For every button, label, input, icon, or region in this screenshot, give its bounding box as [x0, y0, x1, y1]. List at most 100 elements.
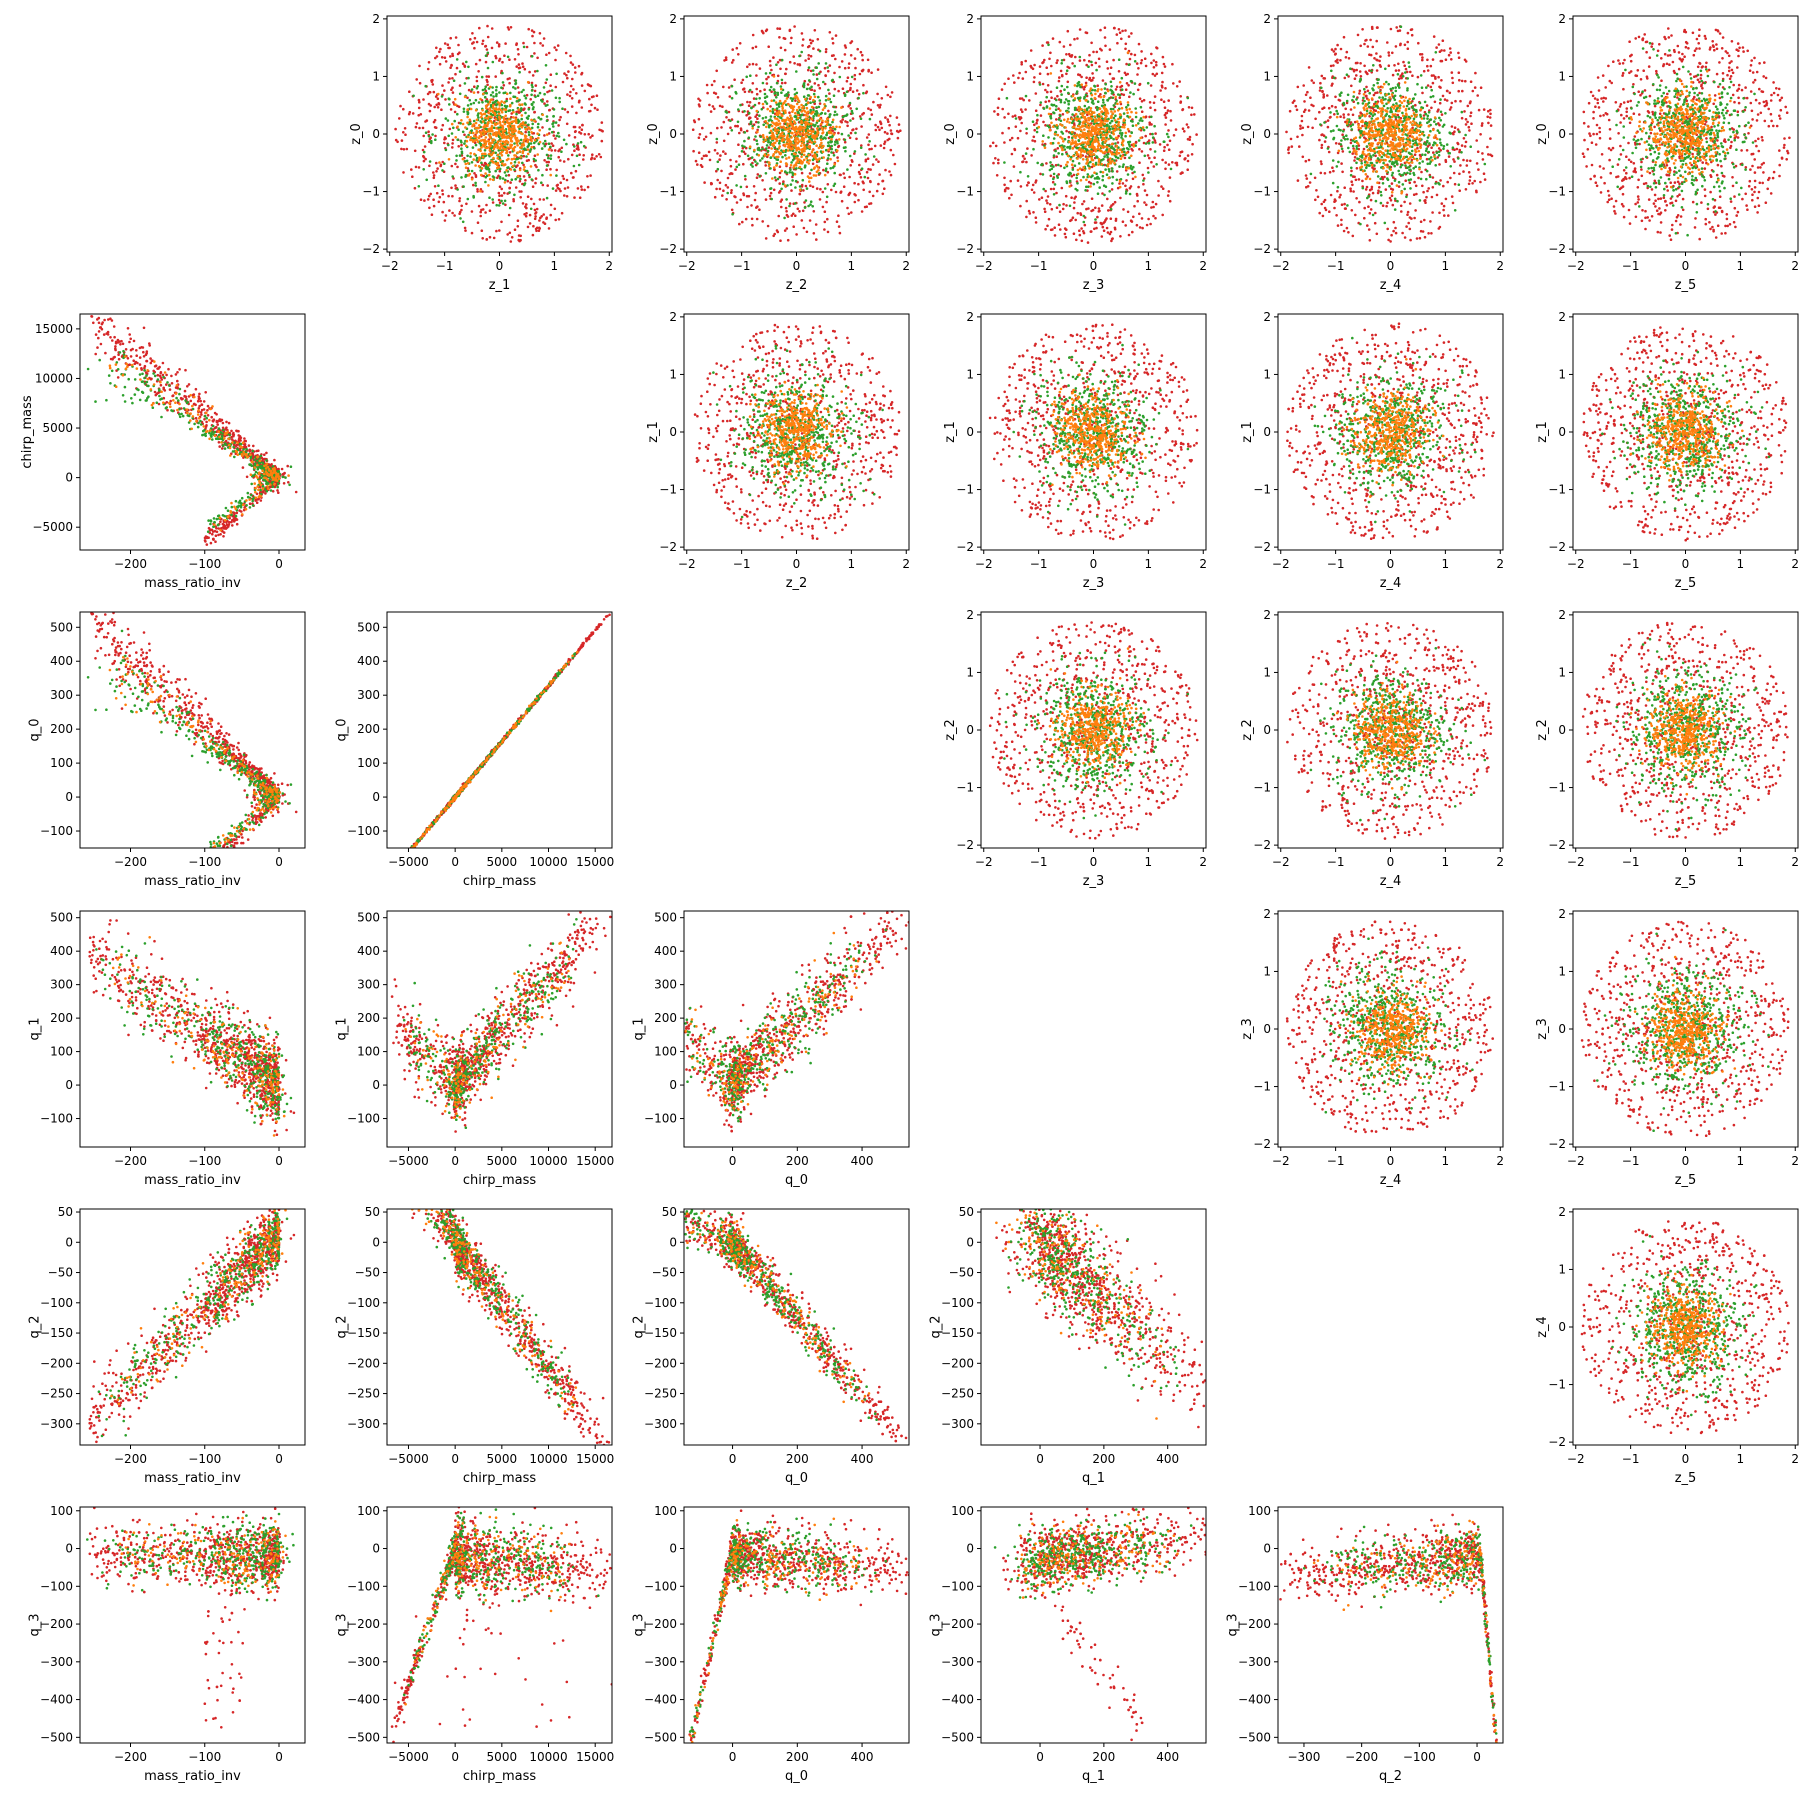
data-point-red	[503, 54, 506, 57]
data-point-red	[521, 62, 524, 65]
data-point-orange	[501, 124, 504, 128]
data-point-red	[454, 162, 457, 166]
data-point-orange	[485, 106, 488, 110]
data-point-red	[1142, 141, 1146, 145]
data-point-orange	[481, 152, 484, 156]
data-point-red	[600, 121, 604, 124]
data-point-green	[726, 191, 729, 195]
data-point-green	[555, 134, 559, 138]
data-point-red	[417, 106, 421, 110]
data-point-green	[765, 147, 768, 150]
data-point-red	[697, 97, 700, 101]
data-point-green	[508, 206, 512, 210]
data-point-green	[1055, 98, 1058, 102]
data-point-red	[1038, 72, 1042, 75]
data-point-green	[494, 169, 498, 173]
data-point-green	[501, 177, 505, 180]
data-point-red	[1019, 204, 1022, 208]
data-point-green	[1048, 168, 1052, 172]
data-point-green	[769, 141, 772, 144]
data-point-orange	[505, 92, 509, 96]
data-point-red	[572, 125, 576, 129]
data-point-red	[871, 194, 875, 198]
data-point-red	[716, 178, 719, 182]
data-point-green	[1132, 165, 1135, 169]
y-tick-label: 1	[372, 69, 380, 83]
data-point-green	[455, 58, 459, 61]
data-point-green	[530, 55, 534, 58]
data-point-orange	[499, 142, 502, 146]
data-point-orange	[779, 125, 782, 128]
data-point-green	[1024, 94, 1028, 98]
data-point-orange	[815, 158, 818, 161]
data-point-green	[794, 186, 797, 189]
data-point-orange	[807, 133, 810, 136]
data-point-red	[716, 96, 720, 99]
data-point-orange	[790, 116, 793, 120]
data-point-red	[1093, 227, 1096, 231]
data-point-green	[1058, 114, 1062, 118]
data-point-red	[421, 148, 425, 152]
data-point-red	[506, 179, 510, 183]
data-point-orange	[788, 126, 791, 130]
data-point-red	[844, 46, 848, 49]
data-point-green	[484, 127, 488, 131]
data-point-orange	[790, 147, 794, 150]
data-point-green	[798, 185, 802, 188]
data-point-red	[840, 199, 844, 203]
data-point-green	[521, 161, 524, 165]
data-point-green	[850, 109, 854, 113]
data-point-orange	[447, 158, 451, 161]
data-point-red	[847, 66, 850, 70]
data-point-orange	[503, 118, 506, 121]
data-point-red	[1117, 70, 1121, 73]
data-point-red	[575, 111, 578, 115]
data-point-red	[778, 58, 782, 62]
data-point-red	[591, 134, 594, 137]
data-point-orange	[1071, 138, 1074, 142]
data-point-red	[463, 65, 467, 68]
data-point-red	[865, 205, 868, 208]
data-point-green	[1060, 59, 1064, 62]
data-point-red	[516, 164, 519, 167]
data-point-orange	[533, 138, 537, 142]
data-point-green	[527, 130, 531, 134]
data-point-orange	[783, 110, 787, 113]
data-point-orange	[1100, 115, 1103, 118]
data-point-red	[1045, 66, 1048, 69]
data-point-orange	[778, 145, 781, 148]
data-point-orange	[1117, 117, 1120, 121]
data-point-red	[554, 137, 557, 140]
data-point-red	[1148, 101, 1152, 104]
data-point-red	[1113, 226, 1117, 230]
data-point-green	[797, 151, 801, 154]
data-point-red	[517, 53, 520, 56]
data-point-red	[574, 169, 578, 173]
data-point-red	[879, 103, 882, 107]
data-point-red	[1087, 207, 1090, 210]
data-point-green	[579, 140, 583, 144]
data-point-red	[1186, 154, 1190, 157]
data-point-green	[456, 138, 460, 142]
data-point-green	[1096, 100, 1100, 103]
data-point-orange	[466, 108, 469, 111]
data-point-green	[1064, 98, 1068, 101]
data-point-red	[1025, 132, 1028, 135]
data-point-red	[1099, 28, 1102, 32]
data-point-orange	[468, 172, 472, 176]
data-point-red	[1019, 108, 1023, 111]
data-point-red	[1028, 212, 1032, 215]
data-point-red	[1136, 73, 1139, 76]
data-point-red	[1023, 157, 1026, 160]
data-point-green	[776, 158, 780, 161]
data-point-orange	[498, 104, 501, 107]
data-point-orange	[488, 152, 491, 156]
data-point-green	[740, 150, 744, 153]
data-point-red	[532, 30, 536, 34]
data-point-green	[779, 116, 782, 119]
data-point-red	[750, 90, 754, 94]
data-point-green	[785, 198, 788, 201]
data-point-red	[437, 200, 441, 204]
data-point-red	[710, 83, 714, 87]
data-point-green	[1126, 103, 1130, 107]
